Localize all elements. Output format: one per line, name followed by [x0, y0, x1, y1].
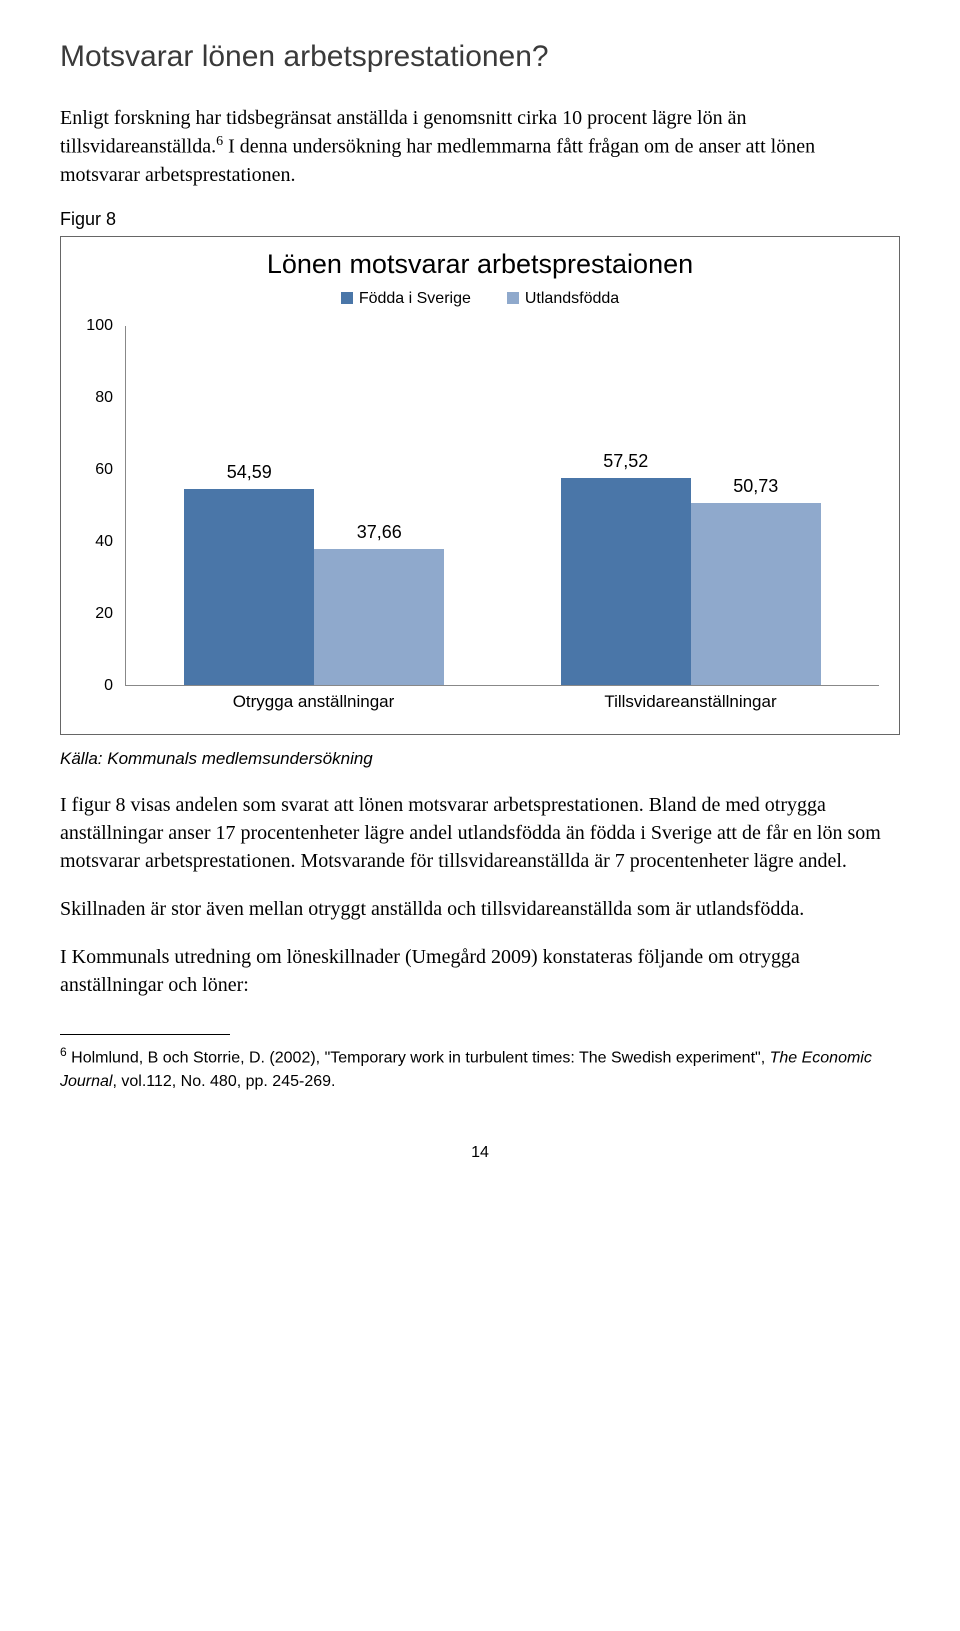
- bar-wrapper: 54,59: [184, 326, 314, 685]
- y-tick: 80: [95, 389, 113, 407]
- bar: [691, 503, 821, 685]
- page-heading: Motsvarar lönen arbetsprestationen?: [60, 40, 900, 74]
- paragraph-2: Skillnaden är stor även mellan otryggt a…: [60, 895, 900, 923]
- legend-label: Utlandsfödda: [525, 290, 619, 307]
- bar-wrapper: 57,52: [561, 326, 691, 685]
- bar: [314, 549, 444, 684]
- paragraph-3: I Kommunals utredning om löneskillnader …: [60, 943, 900, 999]
- intro-paragraph: Enligt forskning har tidsbegränsat anstä…: [60, 104, 900, 189]
- y-tick: 100: [86, 317, 113, 335]
- bar-groups: 54,59 37,66 57,5250,73: [126, 326, 879, 685]
- footnote-rule: [60, 1034, 230, 1035]
- legend-swatch: [507, 292, 519, 304]
- paragraph-1: I figur 8 visas andelen som svarat att l…: [60, 791, 900, 875]
- x-axis-labels: Otrygga anställningarTillsvidareanställn…: [125, 688, 879, 716]
- footnote-text-1: Holmlund, B och Storrie, D. (2002), "Tem…: [67, 1049, 770, 1066]
- chart-container: Lönen motsvarar arbetsprestaionen Födda …: [60, 236, 900, 735]
- bar: [184, 489, 314, 685]
- bar-value-label: 57,52: [561, 451, 691, 472]
- x-label: Otrygga anställningar: [125, 688, 502, 716]
- x-label: Tillsvidareanställningar: [502, 688, 879, 716]
- bar-group: 54,59 37,66: [126, 326, 503, 685]
- legend-label: Födda i Sverige: [359, 290, 471, 307]
- y-tick: 20: [95, 605, 113, 623]
- bar-value-label: 37,66: [314, 522, 444, 543]
- y-tick: 60: [95, 461, 113, 479]
- chart-legend: Födda i Sverige Utlandsfödda: [81, 290, 879, 308]
- y-tick: 40: [95, 533, 113, 551]
- plot-area: 54,59 37,66 57,5250,73: [125, 326, 879, 686]
- footnote: 6 Holmlund, B och Storrie, D. (2002), "T…: [60, 1043, 900, 1094]
- bar: [561, 478, 691, 684]
- bar-wrapper: 50,73: [691, 326, 821, 685]
- chart-title: Lönen motsvarar arbetsprestaionen: [81, 249, 879, 280]
- figure-label: Figur 8: [60, 209, 900, 230]
- page-number: 14: [60, 1144, 900, 1162]
- bar-group: 57,5250,73: [503, 326, 880, 685]
- y-axis: 020406080100: [81, 326, 119, 686]
- bar-value-label: 50,73: [691, 476, 821, 497]
- footnote-number: 6: [60, 1045, 67, 1059]
- footnote-text-2: , vol.112, No. 480, pp. 245-269.: [112, 1073, 335, 1090]
- chart-plot: 020406080100 54,5937,6657,5250,73 Otrygg…: [81, 326, 879, 716]
- legend-item: Utlandsfödda: [507, 290, 619, 308]
- legend-item: Födda i Sverige: [341, 290, 471, 308]
- bar-wrapper: 37,66: [314, 326, 444, 685]
- y-tick: 0: [104, 677, 113, 695]
- chart-source: Källa: Kommunals medlemsundersökning: [60, 749, 900, 769]
- legend-swatch: [341, 292, 353, 304]
- bar-value-label: 54,59: [184, 462, 314, 483]
